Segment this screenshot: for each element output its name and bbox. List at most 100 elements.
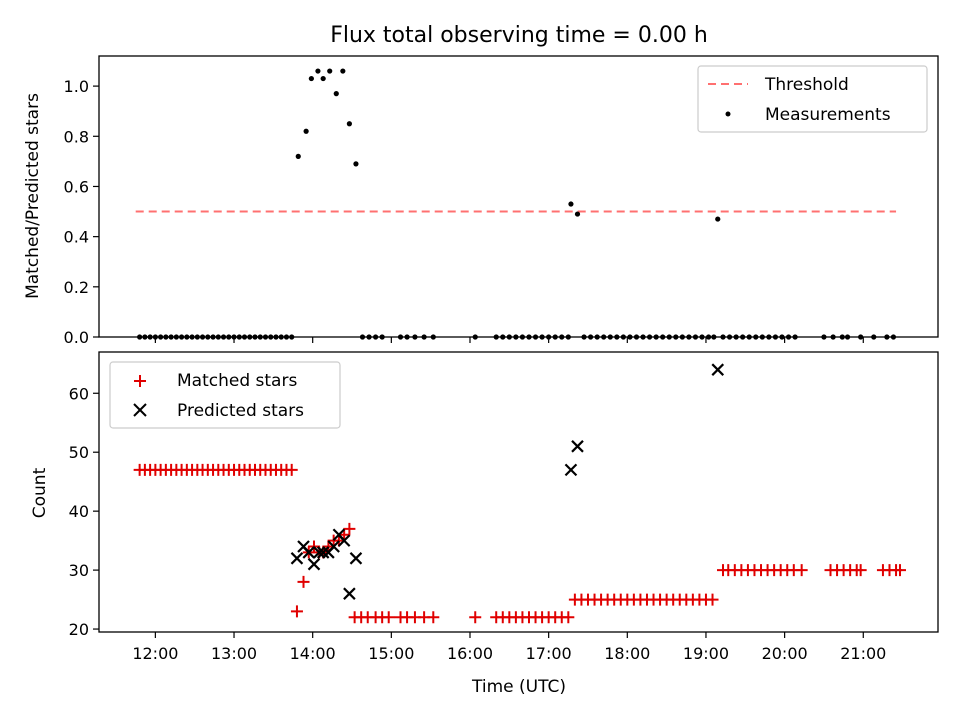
measurement-point: [283, 334, 290, 340]
measurement-point: [500, 334, 506, 340]
top-y-tick-label: 0.4: [64, 228, 89, 247]
measurement-point: [173, 334, 179, 340]
measurement-point: [726, 334, 733, 340]
bottom-legend-box: [109, 361, 341, 429]
top-y-axis-label: Matched/Predicted stars: [23, 93, 43, 299]
measurement-point: [884, 334, 890, 340]
bottom-y-tick-label: 50: [69, 443, 89, 462]
predicted-star-marker: [564, 463, 578, 477]
measurement-point: [633, 334, 640, 340]
measurement-point: [163, 334, 169, 340]
measurement-point: [236, 334, 242, 340]
measurement-point: [327, 68, 333, 74]
measurement-point: [366, 334, 372, 340]
measurement-point: [519, 334, 526, 340]
measurement-point: [506, 334, 512, 340]
measurement-point: [231, 334, 237, 340]
measurement-point: [720, 334, 726, 340]
measurement-point: [711, 334, 717, 340]
matched-star-marker: [854, 564, 867, 577]
measurement-point: [205, 334, 211, 340]
measurement-point: [152, 334, 158, 340]
measurement-point: [359, 334, 366, 340]
bottom-panel: 12:00 13:00 14:00 15:00 16:00 17:00 18:00 19:00…: [69, 351, 939, 663]
top-legend-box: [697, 65, 928, 133]
measurement-point: [493, 334, 499, 340]
x-tick-label: 14:00: [290, 644, 336, 663]
predicted-star-marker: [571, 440, 584, 453]
bottom-y-tick-label: 60: [69, 384, 89, 403]
x-tick-label: 21:00: [840, 644, 886, 663]
legend-threshold-label: Threshold: [764, 75, 849, 95]
measurement-point: [241, 334, 248, 340]
matched-star-marker: [307, 540, 320, 553]
measurement-point: [858, 334, 864, 340]
x-tick-label: 13:00: [211, 644, 257, 663]
measurement-point: [273, 334, 279, 340]
measurement-point: [673, 334, 679, 340]
measurement-point: [785, 334, 792, 340]
measurement-point: [660, 334, 666, 340]
matched-star-marker: [893, 564, 906, 577]
measurement-point: [210, 334, 216, 340]
x-tick-label: 19:00: [683, 644, 729, 663]
measurement-point: [759, 334, 765, 340]
legend-predicted-swatch: [133, 403, 147, 417]
measurement-point: [472, 334, 478, 340]
measurement-point: [692, 334, 699, 340]
measurement-point: [526, 334, 532, 340]
x-tick-label: 15:00: [368, 644, 414, 663]
measurement-point: [821, 334, 827, 340]
measurement-point: [733, 334, 739, 340]
measurement-point: [552, 334, 558, 340]
bottom-legend: Matched stars Predicted stars: [109, 361, 341, 429]
legend-matched-label: Matched stars: [177, 371, 297, 391]
measurement-point: [278, 334, 284, 340]
top-y-tick-label: 0.2: [64, 278, 89, 297]
top-y-tick-label: 1.0: [64, 77, 89, 96]
matched-star-marker: [706, 593, 719, 606]
measurement-point: [220, 334, 227, 340]
measurement-point: [574, 211, 581, 217]
x-axis-label: Time (UTC): [471, 677, 566, 697]
measurement-point: [340, 68, 346, 74]
measurement-point: [699, 334, 705, 340]
measurement-point: [315, 68, 321, 74]
measurement-point: [746, 334, 752, 340]
predicted-star-marker: [349, 552, 363, 565]
measurement-point: [379, 334, 385, 340]
measurement-point: [226, 334, 232, 340]
measurement-point: [289, 334, 295, 340]
bottom-plot-frame: [98, 351, 939, 633]
predicted-star-marker: [307, 557, 321, 571]
measurement-point: [539, 334, 545, 340]
measurement-point: [715, 216, 721, 222]
measurement-point: [373, 334, 379, 340]
predicted-star-marker: [312, 546, 326, 559]
measurement-point: [686, 334, 692, 340]
measurement-point: [559, 334, 565, 340]
measurement-point: [753, 334, 759, 340]
measurement-point: [137, 334, 143, 340]
top-legend: Threshold Measurements: [697, 65, 928, 133]
measurement-point: [308, 75, 314, 82]
measurement-point: [653, 334, 659, 340]
predicted-star-marker: [343, 587, 356, 600]
predicted-star-marker: [327, 540, 340, 553]
measurement-point: [844, 334, 851, 340]
predicted-star-marker: [711, 363, 725, 376]
measurement-point: [397, 334, 404, 340]
matched-star-marker: [382, 611, 395, 624]
measurement-point: [142, 334, 148, 340]
measurement-point: [779, 334, 785, 340]
measurement-point: [268, 334, 274, 340]
matched-star-marker: [290, 605, 303, 618]
measurement-point: [199, 334, 206, 340]
x-tick-label: 20:00: [762, 644, 808, 663]
predicted-star-marker: [302, 546, 316, 559]
measurement-point: [532, 334, 539, 340]
measurement-point: [513, 334, 519, 340]
measurement-point: [158, 334, 164, 340]
